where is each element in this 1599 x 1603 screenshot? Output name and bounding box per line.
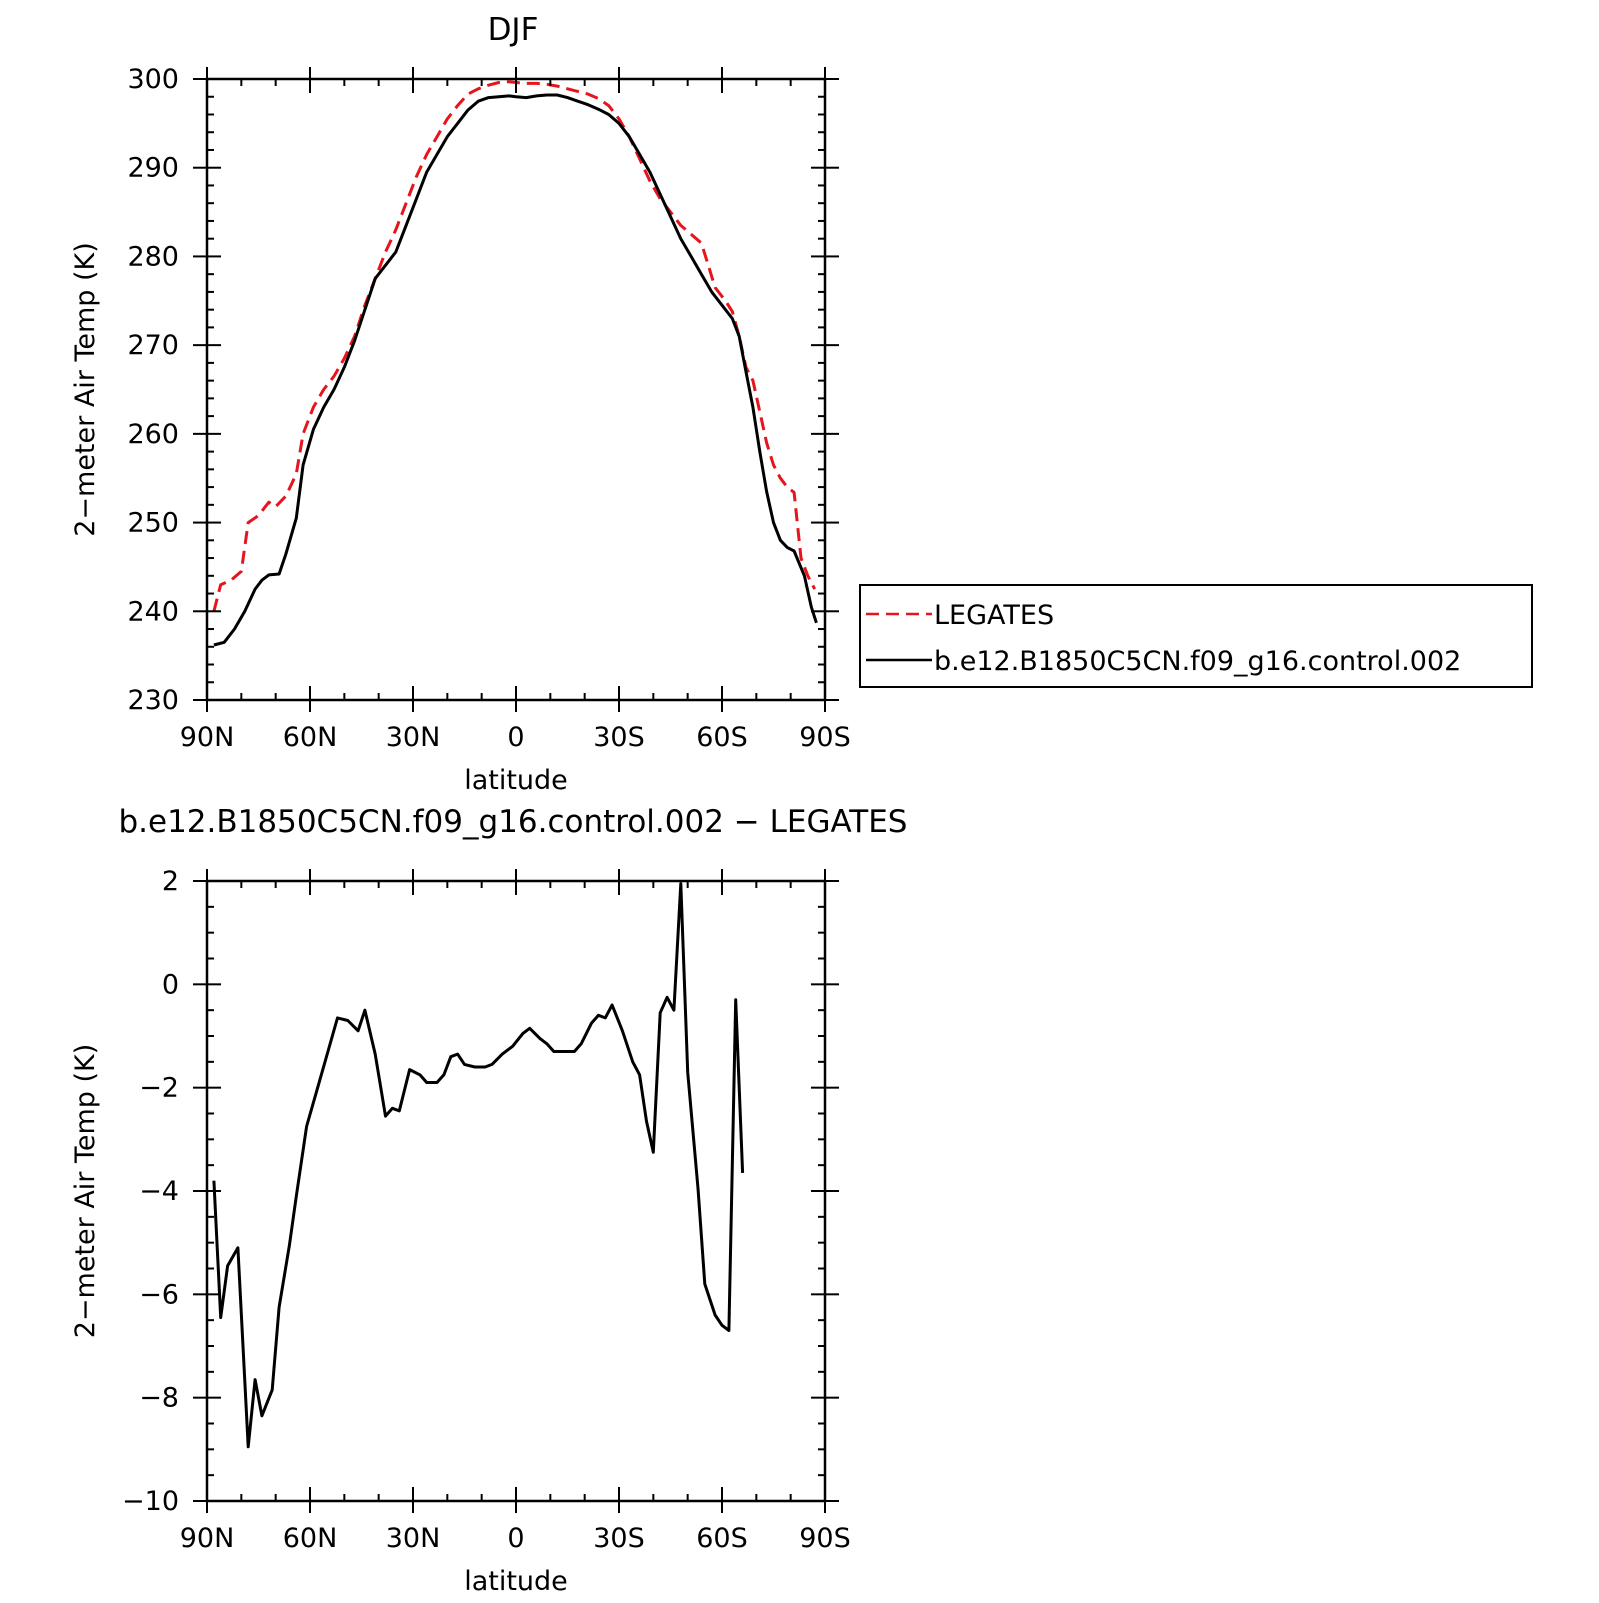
legend-label-model: b.e12.B1850C5CN.f09_g16.control.002 [934, 646, 1461, 677]
bottom-y-tick-label: 0 [162, 969, 179, 1000]
bottom-x-tick-label: 0 [507, 1523, 524, 1554]
bottom-chart-title-group: b.e12.B1850C5CN.f09_g16.control.002 − LE… [118, 804, 907, 840]
top-y-tick-label: 300 [127, 64, 179, 95]
bottom-plot: 90N 60N 30N 0 30S 60S 90S −10 −8 −6 −4 −2 0 2 latitude… [70, 866, 851, 1597]
bottom-x-tick-label: 90S [799, 1523, 851, 1554]
top-y-tick-label: 230 [127, 685, 179, 716]
legend-label-legates: LEGATES [934, 600, 1054, 631]
top-y-tick-label: 250 [127, 508, 179, 539]
top-x-tick-label: 90N [180, 722, 235, 753]
top-x-tick-label: 30S [593, 722, 645, 753]
bottom-x-tick-label: 90N [180, 1523, 235, 1554]
bottom-x-tick-label: 60N [283, 1523, 338, 1554]
top-y-tick-label: 280 [127, 241, 179, 272]
top-y-tick-label: 290 [127, 153, 179, 184]
top-x-tick-label: 0 [507, 722, 524, 753]
top-y-tick-label: 260 [127, 419, 179, 450]
top-x-axis-label: latitude [464, 765, 568, 796]
top-series-line-0 [212, 80, 817, 612]
top-y-tick-label: 240 [127, 596, 179, 627]
top-chart-title: DJF [488, 12, 539, 48]
bottom-y-tick-label: 2 [162, 866, 179, 897]
top-x-tick-label: 30N [386, 722, 441, 753]
bottom-y-tick-label: −10 [122, 1486, 179, 1517]
bottom-y-tick-label: −4 [139, 1176, 179, 1207]
bottom-x-tick-label: 30N [386, 1523, 441, 1554]
top-y-axis-label: 2−meter Air Temp (K) [70, 242, 101, 537]
top-plot-frame [205, 77, 827, 702]
top-legend: LEGATES b.e12.B1850C5CN.f09_g16.control.… [859, 584, 1533, 688]
top-series-line-1 [213, 93, 818, 647]
top-x-tick-label: 90S [799, 722, 851, 753]
bottom-series-line-0 [212, 882, 745, 1449]
top-x-tick-label: 60N [283, 722, 338, 753]
legend-box [859, 584, 1533, 688]
bottom-y-tick-label: −2 [139, 1073, 179, 1104]
bottom-y-tick-label: −6 [139, 1279, 179, 1310]
top-chart-title-group: DJF [488, 12, 539, 48]
top-x-tick-label: 60S [696, 722, 748, 753]
top-y-tick-label: 270 [127, 330, 179, 361]
bottom-y-axis-label: 2−meter Air Temp (K) [70, 1044, 101, 1339]
top-plot: 90N 60N 30N 0 30S 60S 90S 230 240 250 260 270 280 290… [70, 64, 851, 796]
bottom-x-tick-label: 60S [696, 1523, 748, 1554]
bottom-x-tick-label: 30S [593, 1523, 645, 1554]
bottom-x-axis-label: latitude [464, 1566, 568, 1597]
bottom-y-tick-label: −8 [139, 1383, 179, 1414]
bottom-chart-title: b.e12.B1850C5CN.f09_g16.control.002 − LE… [118, 804, 907, 840]
